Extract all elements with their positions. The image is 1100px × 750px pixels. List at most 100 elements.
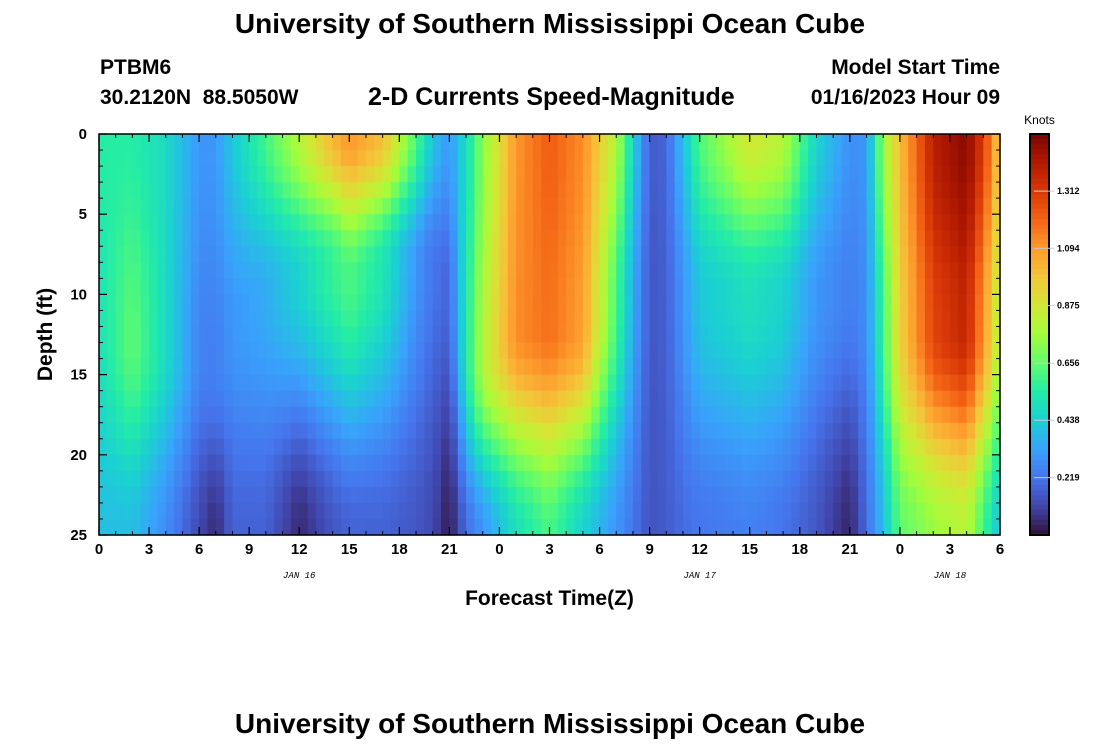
heatmap-cell bbox=[607, 486, 617, 504]
heatmap-cell bbox=[215, 166, 225, 183]
heatmap-cell bbox=[124, 374, 133, 392]
heatmap-cell bbox=[374, 342, 384, 360]
heatmap-cell bbox=[491, 454, 501, 472]
colorbar-segment bbox=[1030, 389, 1049, 396]
heatmap-cell bbox=[249, 422, 259, 440]
heatmap-cell bbox=[983, 342, 993, 360]
heatmap-cell bbox=[974, 502, 984, 520]
heatmap-cell bbox=[374, 182, 384, 199]
heatmap-cell bbox=[691, 166, 701, 183]
heatmap-cell bbox=[149, 134, 158, 151]
heatmap-cell bbox=[916, 454, 926, 472]
heatmap-cell bbox=[833, 486, 843, 504]
heatmap-cell bbox=[808, 518, 818, 536]
heatmap-cell bbox=[416, 214, 425, 231]
heatmap-cell bbox=[933, 486, 943, 504]
heatmap-cell bbox=[991, 246, 1001, 263]
heatmap-cell bbox=[424, 134, 434, 151]
heatmap-cell bbox=[174, 214, 184, 231]
heatmap-cell bbox=[357, 518, 367, 536]
heatmap-cell bbox=[708, 310, 717, 328]
heatmap-cell bbox=[983, 326, 993, 344]
heatmap-cell bbox=[966, 134, 976, 151]
heatmap-cell bbox=[574, 390, 584, 408]
heatmap-cell bbox=[783, 486, 793, 504]
heatmap-cell bbox=[299, 390, 309, 408]
heatmap-cell bbox=[524, 182, 534, 199]
heatmap-cell bbox=[190, 150, 200, 167]
heatmap-cell bbox=[849, 134, 859, 151]
heatmap-cell bbox=[749, 262, 759, 279]
heatmap-cell bbox=[816, 182, 826, 199]
heatmap-cell bbox=[733, 326, 742, 344]
heatmap-cell bbox=[574, 294, 584, 312]
heatmap-cell bbox=[474, 454, 484, 472]
colorbar-unit: Knots bbox=[1024, 113, 1055, 127]
heatmap-cell bbox=[824, 406, 834, 424]
heatmap-cell bbox=[991, 294, 1001, 312]
heatmap-cell bbox=[632, 518, 642, 536]
heatmap-cell bbox=[591, 182, 601, 199]
heatmap-cell bbox=[240, 182, 250, 199]
heatmap-cell bbox=[741, 502, 751, 520]
heatmap-cell bbox=[874, 486, 884, 504]
heatmap-cell bbox=[666, 182, 676, 199]
heatmap-cell bbox=[849, 406, 859, 424]
heatmap-cell bbox=[99, 422, 108, 440]
heatmap-cell bbox=[616, 294, 626, 312]
heatmap-cell bbox=[491, 470, 501, 488]
heatmap-cell bbox=[340, 358, 350, 376]
heatmap-cell bbox=[866, 390, 876, 408]
heatmap-cell bbox=[599, 470, 609, 488]
heatmap-cell bbox=[199, 310, 209, 328]
heatmap-cell bbox=[941, 502, 951, 520]
heatmap-cell bbox=[899, 454, 909, 472]
heatmap-cell bbox=[708, 454, 717, 472]
heatmap-cell bbox=[532, 470, 542, 488]
heatmap-cell bbox=[174, 390, 184, 408]
heatmap-cell bbox=[157, 134, 167, 151]
heatmap-cell bbox=[649, 230, 659, 247]
heatmap-cell bbox=[933, 518, 943, 536]
heatmap-cell bbox=[966, 342, 976, 360]
heatmap-cell bbox=[424, 358, 434, 376]
heatmap-cell bbox=[733, 470, 742, 488]
heatmap-cell bbox=[574, 438, 584, 456]
heatmap-cell bbox=[524, 262, 534, 279]
heatmap-cell bbox=[407, 134, 417, 151]
heatmap-cell bbox=[791, 246, 801, 263]
heatmap-cell bbox=[365, 454, 375, 472]
heatmap-cell bbox=[390, 166, 400, 183]
heatmap-cell bbox=[466, 454, 476, 472]
heatmap-cell bbox=[441, 438, 450, 456]
heatmap-cell bbox=[716, 342, 726, 360]
heatmap-cell bbox=[641, 214, 651, 231]
heatmap-cell bbox=[624, 230, 634, 247]
heatmap-cell bbox=[390, 374, 400, 392]
heatmap-cell bbox=[315, 374, 325, 392]
heatmap-cell bbox=[249, 182, 259, 199]
heatmap-cell bbox=[741, 294, 751, 312]
heatmap-cell bbox=[866, 438, 876, 456]
heatmap-cell bbox=[399, 438, 409, 456]
heatmap-cell bbox=[916, 486, 926, 504]
heatmap-cell bbox=[265, 294, 275, 312]
heatmap-cell bbox=[382, 422, 392, 440]
heatmap-cell bbox=[290, 454, 300, 472]
heatmap-cell bbox=[566, 166, 576, 183]
heatmap-cell bbox=[407, 310, 417, 328]
heatmap-cell bbox=[849, 214, 859, 231]
heatmap-cell bbox=[758, 518, 767, 536]
heatmap-cell bbox=[532, 198, 542, 215]
heatmap-cell bbox=[199, 502, 209, 520]
heatmap-cell bbox=[716, 486, 726, 504]
heatmap-cell bbox=[299, 150, 309, 167]
x-tick-label: 18 bbox=[391, 541, 408, 558]
heatmap-cell bbox=[783, 262, 793, 279]
heatmap-cell bbox=[390, 470, 400, 488]
heatmap-cell bbox=[607, 182, 617, 199]
heatmap-cell bbox=[908, 422, 918, 440]
heatmap-cell bbox=[733, 150, 742, 167]
heatmap-cell bbox=[599, 374, 609, 392]
heatmap-cell bbox=[557, 374, 567, 392]
